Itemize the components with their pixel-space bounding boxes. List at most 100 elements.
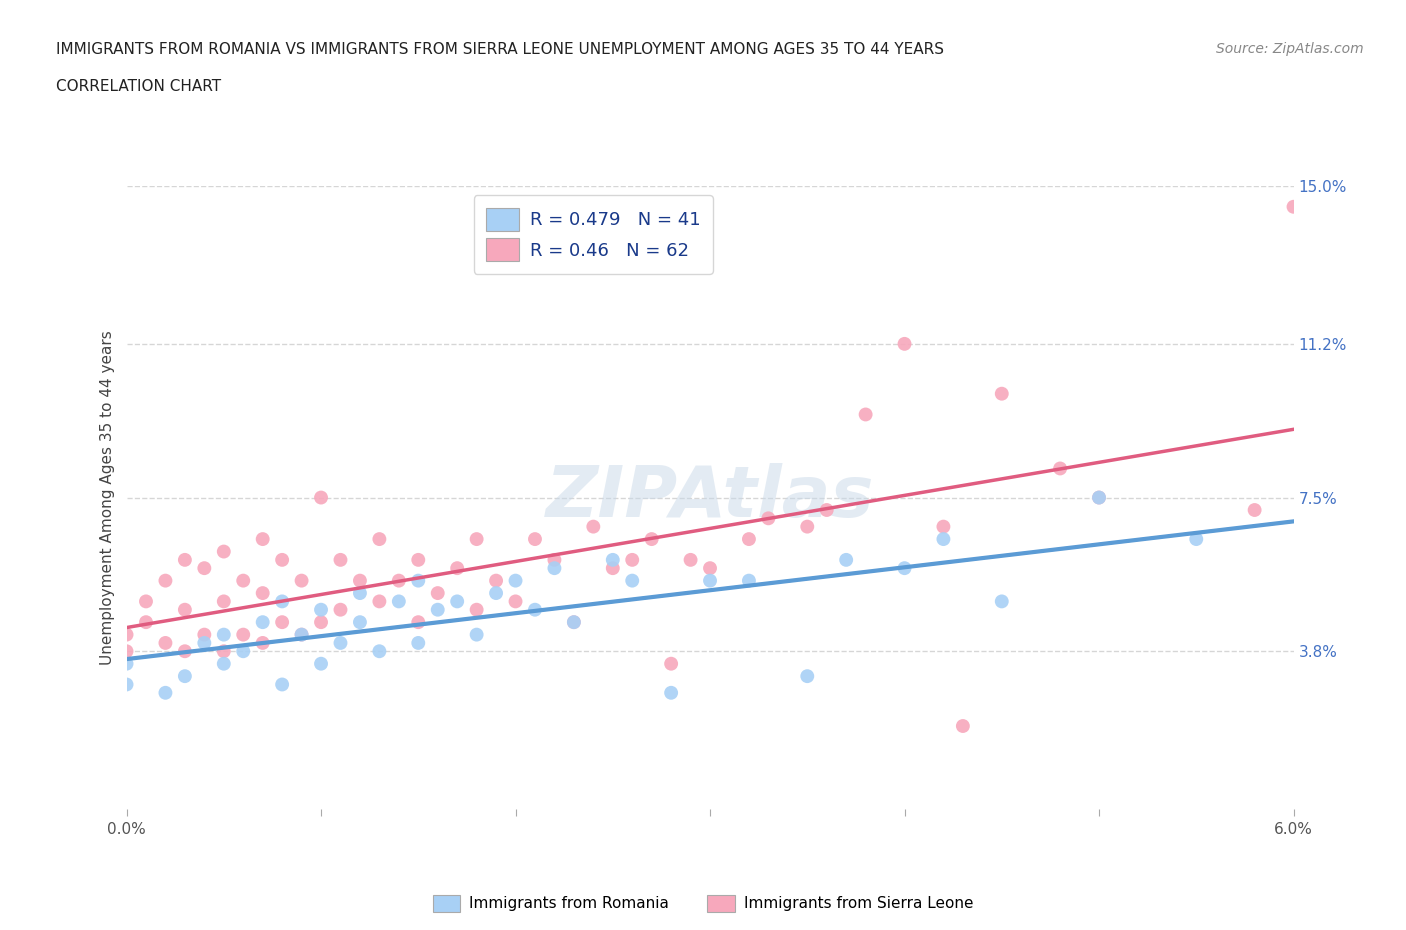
Point <box>932 519 955 534</box>
Point <box>952 719 974 734</box>
Point <box>543 552 565 567</box>
Point <box>679 552 702 567</box>
Point <box>309 490 332 505</box>
Point <box>465 627 488 642</box>
Point <box>388 594 411 609</box>
Point <box>271 594 294 609</box>
Point <box>212 657 235 671</box>
Point <box>135 594 157 609</box>
Point <box>1243 502 1265 517</box>
Legend: Immigrants from Romania, Immigrants from Sierra Leone: Immigrants from Romania, Immigrants from… <box>426 889 980 918</box>
Point <box>485 573 508 588</box>
Point <box>505 573 527 588</box>
Text: CORRELATION CHART: CORRELATION CHART <box>56 79 221 94</box>
Point <box>1282 199 1305 214</box>
Point <box>193 635 215 650</box>
Point <box>602 552 624 567</box>
Point <box>252 635 274 650</box>
Point <box>115 657 138 671</box>
Point <box>543 561 565 576</box>
Point <box>115 644 138 658</box>
Point <box>582 519 605 534</box>
Y-axis label: Unemployment Among Ages 35 to 44 years: Unemployment Among Ages 35 to 44 years <box>100 330 115 665</box>
Point <box>1049 461 1071 476</box>
Point <box>252 615 274 630</box>
Point <box>155 685 177 700</box>
Point <box>990 386 1012 401</box>
Point <box>309 657 332 671</box>
Point <box>505 594 527 609</box>
Point <box>309 615 332 630</box>
Point <box>426 586 449 601</box>
Point <box>155 635 177 650</box>
Point <box>193 627 215 642</box>
Point <box>232 627 254 642</box>
Point <box>329 552 352 567</box>
Point <box>1088 490 1111 505</box>
Point <box>602 561 624 576</box>
Point <box>835 552 858 567</box>
Point <box>115 677 138 692</box>
Point <box>212 594 235 609</box>
Point <box>252 586 274 601</box>
Point <box>329 603 352 618</box>
Point <box>990 594 1012 609</box>
Point <box>659 657 682 671</box>
Text: IMMIGRANTS FROM ROMANIA VS IMMIGRANTS FROM SIERRA LEONE UNEMPLOYMENT AMONG AGES : IMMIGRANTS FROM ROMANIA VS IMMIGRANTS FR… <box>56 42 945 57</box>
Point <box>562 615 585 630</box>
Point <box>212 644 235 658</box>
Point <box>408 552 430 567</box>
Point <box>641 532 664 547</box>
Text: Source: ZipAtlas.com: Source: ZipAtlas.com <box>1216 42 1364 56</box>
Point <box>135 615 157 630</box>
Point <box>815 502 838 517</box>
Point <box>252 532 274 547</box>
Point <box>446 594 468 609</box>
Legend: R = 0.479   N = 41, R = 0.46   N = 62: R = 0.479 N = 41, R = 0.46 N = 62 <box>474 195 713 274</box>
Point <box>368 532 391 547</box>
Point <box>349 615 371 630</box>
Point <box>893 561 915 576</box>
Point <box>193 561 215 576</box>
Point <box>290 627 312 642</box>
Point <box>408 635 430 650</box>
Point <box>174 603 197 618</box>
Point <box>426 603 449 618</box>
Point <box>796 519 818 534</box>
Point <box>796 669 818 684</box>
Point <box>408 573 430 588</box>
Point <box>174 669 197 684</box>
Point <box>408 615 430 630</box>
Point <box>174 644 197 658</box>
Point <box>388 573 411 588</box>
Point <box>659 685 682 700</box>
Point <box>212 544 235 559</box>
Point <box>485 586 508 601</box>
Point <box>155 573 177 588</box>
Point <box>621 552 644 567</box>
Point <box>1185 532 1208 547</box>
Point <box>174 552 197 567</box>
Point <box>309 603 332 618</box>
Point <box>271 552 294 567</box>
Point <box>446 561 468 576</box>
Point <box>699 561 721 576</box>
Point <box>349 573 371 588</box>
Point <box>271 615 294 630</box>
Point <box>738 573 761 588</box>
Point <box>524 532 547 547</box>
Point <box>368 594 391 609</box>
Text: ZIPAtlas: ZIPAtlas <box>546 463 875 532</box>
Point <box>232 573 254 588</box>
Point <box>738 532 761 547</box>
Point <box>349 586 371 601</box>
Point <box>621 573 644 588</box>
Point <box>329 635 352 650</box>
Point <box>290 627 312 642</box>
Point <box>115 627 138 642</box>
Point <box>465 532 488 547</box>
Point <box>893 337 915 352</box>
Point <box>271 677 294 692</box>
Point <box>699 573 721 588</box>
Point <box>855 407 877 422</box>
